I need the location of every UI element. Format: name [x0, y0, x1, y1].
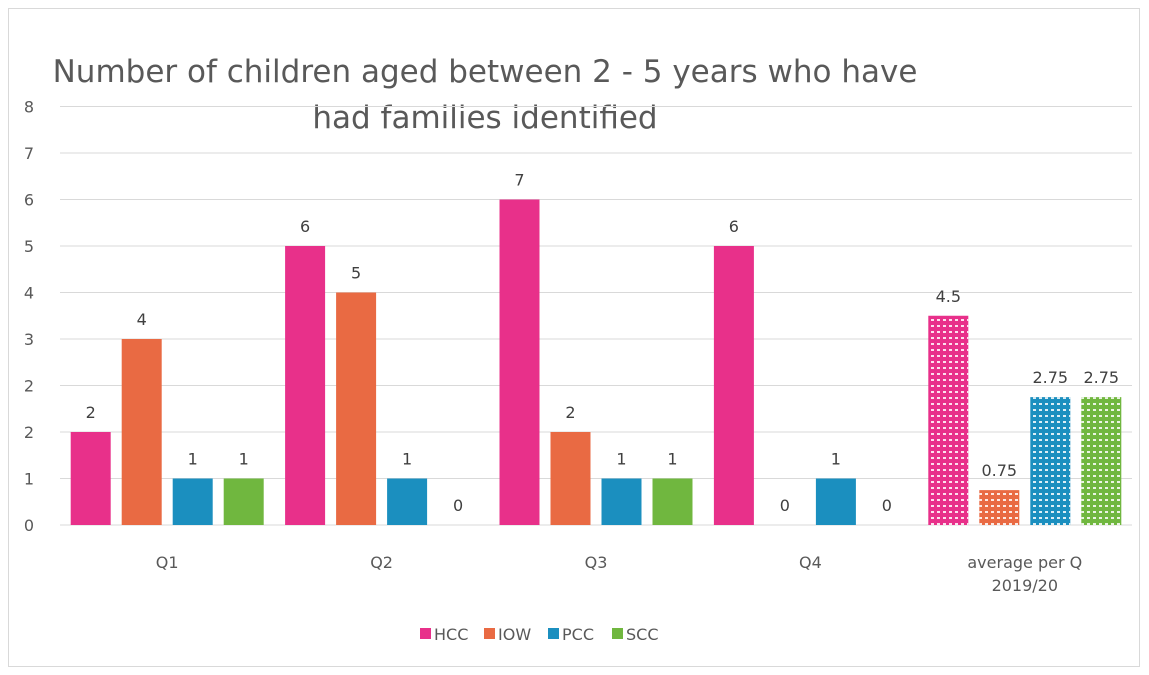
x-tick-label: Q2 [370, 553, 393, 572]
x-axis: Q1 Q2 Q3 Q4 average per Q 2019/20 [156, 553, 1082, 595]
data-label: 5 [351, 264, 361, 283]
data-label: 6 [300, 217, 310, 236]
y-tick-label: 2 [24, 423, 34, 442]
data-label: 7 [514, 171, 524, 190]
data-labels: 2 4 1 1 6 5 1 0 7 2 1 1 6 0 1 0 4.5 0.75 2.75 2.75 [86, 171, 1120, 516]
bar-iow [336, 292, 377, 525]
data-label: 2 [565, 403, 575, 422]
y-tick-label: 8 [24, 98, 34, 117]
data-label: 4 [137, 310, 147, 329]
data-label: 1 [667, 450, 677, 469]
x-tick-label: Q3 [585, 553, 608, 572]
y-axis: 0 1 2 2 3 4 5 6 7 8 [24, 98, 34, 536]
y-tick-label: 5 [24, 237, 34, 256]
bar-hcc [70, 432, 111, 525]
bar-scc [652, 478, 693, 525]
x-tick-label: Q1 [156, 553, 179, 572]
legend-swatch-pcc [548, 628, 559, 639]
bar-pcc [601, 478, 642, 525]
bar-pattern-pcc [1030, 397, 1071, 525]
data-label: 6 [729, 217, 739, 236]
bars [70, 199, 1122, 525]
bar-pcc [815, 478, 856, 525]
legend-label-pcc: PCC [562, 625, 594, 644]
data-label: 0 [780, 496, 790, 515]
chart-title-line-1: Number of children aged between 2 - 5 ye… [53, 54, 918, 90]
y-tick-label: 7 [24, 144, 34, 163]
x-tick-label: average per Q [967, 553, 1082, 572]
data-label: 2 [86, 403, 96, 422]
legend-label-scc: SCC [626, 625, 659, 644]
chart-title-line-2: had families identified [312, 100, 657, 136]
legend-swatch-scc [612, 628, 623, 639]
bar-pattern-scc [1081, 397, 1122, 525]
data-label: 4.5 [936, 287, 961, 306]
data-label: 1 [616, 450, 626, 469]
legend: HCC IOW PCC SCC [420, 625, 659, 644]
x-tick-label: Q4 [799, 553, 822, 572]
legend-swatch-iow [484, 628, 495, 639]
bar-pcc [387, 478, 428, 525]
bar-hcc [713, 246, 754, 525]
data-label: 0 [882, 496, 892, 515]
y-tick-label: 4 [24, 284, 34, 303]
y-tick-label: 0 [24, 516, 34, 535]
data-label: 1 [188, 450, 198, 469]
gridlines [60, 106, 1132, 526]
data-label: 2.75 [1032, 368, 1068, 387]
y-tick-label: 3 [24, 330, 34, 349]
bar-iow [121, 339, 162, 525]
data-label: 1 [402, 450, 412, 469]
y-tick-label: 2 [24, 377, 34, 396]
bar-iow [550, 432, 591, 525]
data-label: 0 [453, 496, 463, 515]
bar-hcc [285, 246, 326, 525]
bar-hcc [499, 199, 540, 525]
data-label: 2.75 [1083, 368, 1119, 387]
y-tick-label: 1 [24, 470, 34, 489]
bar-pattern-iow [979, 490, 1020, 525]
legend-swatch-hcc [420, 628, 431, 639]
x-tick-label: 2019/20 [992, 576, 1058, 595]
bar-pcc [172, 478, 213, 525]
data-label: 1 [831, 450, 841, 469]
legend-label-hcc: HCC [434, 625, 468, 644]
bar-pattern-hcc [928, 315, 969, 525]
data-label: 1 [239, 450, 249, 469]
data-label: 0.75 [981, 461, 1017, 480]
y-tick-label: 6 [24, 191, 34, 210]
legend-label-iow: IOW [498, 625, 531, 644]
bar-scc [223, 478, 264, 525]
